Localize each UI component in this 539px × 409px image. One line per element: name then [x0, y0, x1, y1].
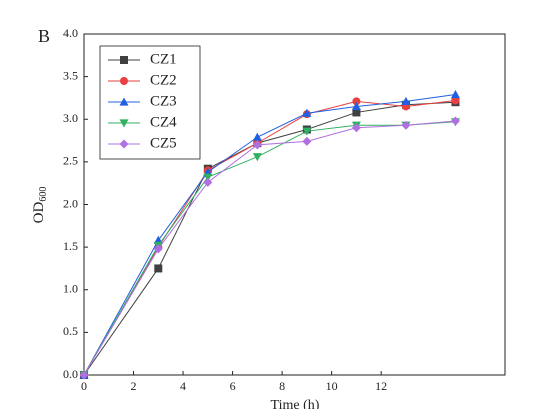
- series-line: [83, 120, 456, 376]
- marker: [252, 153, 262, 162]
- y-tick-label: 3.0: [63, 111, 78, 125]
- legend-marker: [119, 119, 129, 128]
- y-tick-label: 1.5: [63, 239, 78, 253]
- marker: [154, 264, 163, 273]
- y-tick-label: 3.5: [63, 68, 78, 82]
- marker: [401, 96, 411, 105]
- marker: [451, 96, 460, 105]
- marker: [252, 132, 262, 141]
- legend-label: CZ2: [150, 72, 177, 88]
- marker: [153, 244, 163, 254]
- marker: [450, 90, 460, 99]
- marker: [203, 173, 213, 182]
- y-tick-label: 1.0: [63, 282, 78, 296]
- marker: [351, 101, 361, 111]
- marker: [450, 116, 460, 126]
- legend-label: CZ1: [150, 51, 177, 67]
- marker: [302, 136, 312, 146]
- y-axis-label: OD600: [31, 187, 49, 224]
- legend-label: CZ3: [150, 93, 177, 109]
- y-tick-label: 4.0: [63, 26, 78, 40]
- marker: [302, 108, 312, 117]
- legend-label: CZ5: [150, 135, 177, 151]
- series-line: [83, 94, 456, 376]
- panel-label: B: [38, 26, 50, 46]
- x-tick-label: 6: [230, 379, 236, 393]
- y-tick-label: 2.5: [63, 154, 78, 168]
- marker: [252, 140, 262, 150]
- x-axis-label: Time (h): [271, 398, 320, 409]
- x-tick-label: 8: [279, 379, 285, 393]
- legend-marker: [120, 56, 128, 64]
- legend-marker: [120, 77, 128, 85]
- legend-marker: [119, 97, 129, 106]
- marker: [79, 370, 89, 380]
- marker: [203, 177, 213, 187]
- legend-marker: [119, 139, 129, 149]
- marker: [302, 127, 312, 136]
- x-tick-label: 10: [326, 379, 338, 393]
- x-tick-label: 0: [81, 379, 87, 393]
- series-line: [83, 121, 456, 376]
- x-tick-label: 12: [375, 379, 387, 393]
- legend-label: CZ4: [150, 114, 177, 130]
- x-tick-label: 2: [131, 379, 137, 393]
- x-tick-label: 4: [180, 379, 186, 393]
- marker: [351, 123, 361, 133]
- marker: [352, 108, 361, 117]
- y-tick-label: 2.0: [63, 196, 78, 210]
- marker: [352, 97, 361, 106]
- y-tick-label: 0.0: [63, 367, 78, 381]
- marker: [401, 120, 411, 130]
- y-tick-label: 0.5: [63, 324, 78, 338]
